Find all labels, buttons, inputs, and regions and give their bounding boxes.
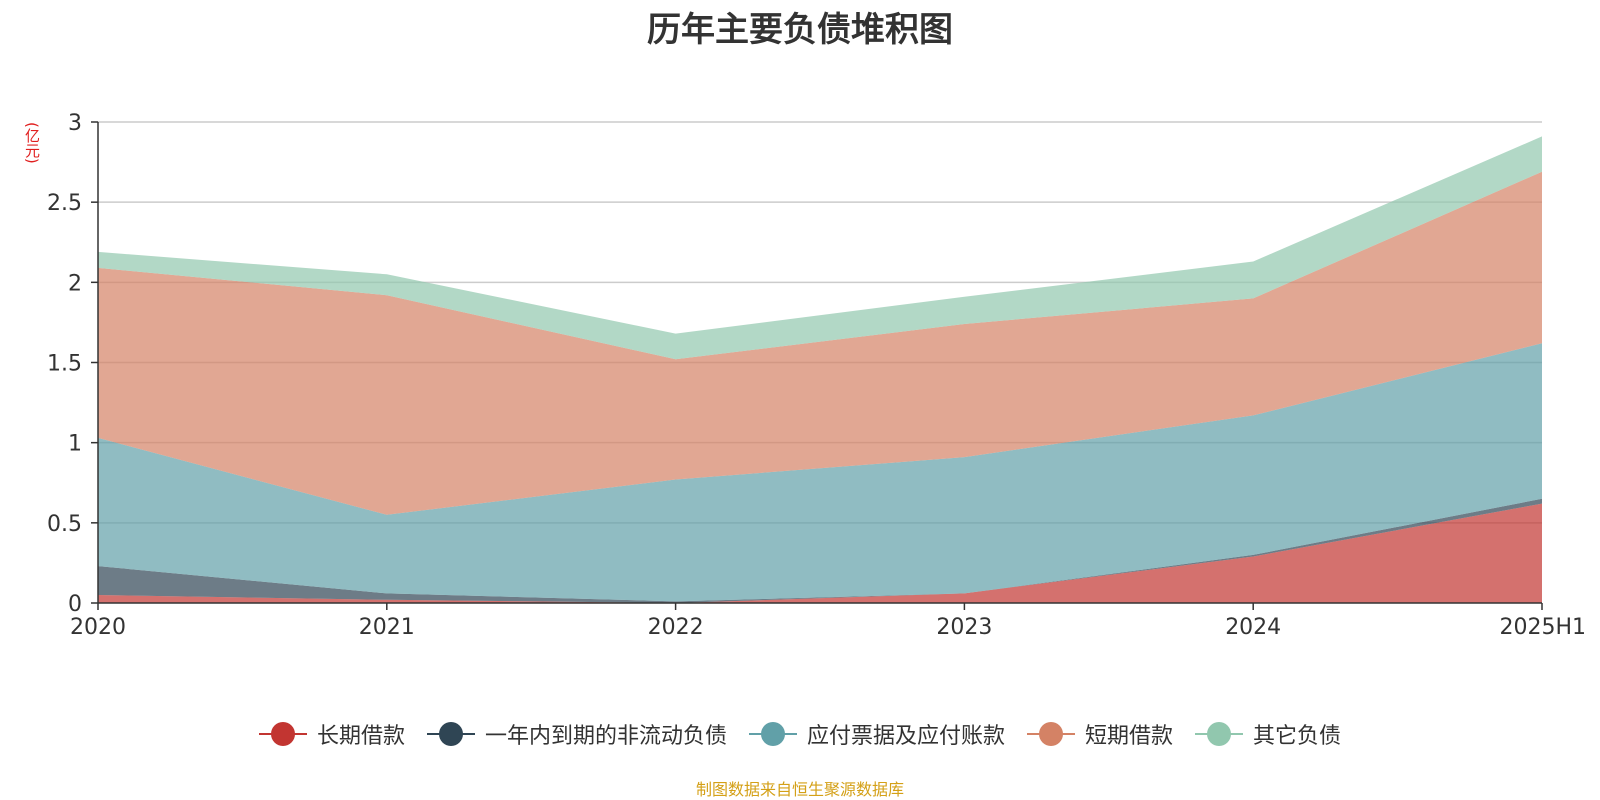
x-tick-label: 2025H1: [1499, 615, 1586, 640]
legend-label: 短期借款: [1085, 724, 1174, 749]
area-series: [98, 503, 1542, 603]
y-tick-label: 2: [68, 271, 82, 296]
legend-swatch-icon: [748, 722, 797, 746]
area-series: [98, 171, 1542, 515]
source-note: 制图数据来自恒生聚源数据库: [695, 780, 904, 799]
legend-label: 其它负债: [1253, 724, 1342, 749]
legend-item[interactable]: 长期借款: [258, 718, 405, 750]
legend-item[interactable]: 应付票据及应付账款: [748, 718, 1005, 750]
legend-label: 长期借款: [316, 724, 405, 749]
x-tick-label: 2021: [359, 615, 415, 640]
axes: [91, 121, 1543, 610]
x-tick-label: 2024: [1225, 615, 1281, 640]
area-series: [98, 136, 1542, 603]
x-tick-label: 2020: [70, 615, 126, 640]
chart-title: 历年主要负债堆积图: [647, 10, 953, 50]
legend-swatch-icon: [426, 722, 475, 746]
y-axis-unit-label: (亿元): [23, 122, 41, 164]
y-tick-label: 1.5: [47, 352, 82, 377]
y-tick-label: 2.5: [47, 191, 82, 216]
legend-item[interactable]: 短期借款: [1027, 718, 1173, 750]
legend: 长期借款 一年内到期的非流动负债 应付票据及应付账款 短期借款 其它负债: [0, 718, 1600, 750]
legend-swatch-icon: [1195, 722, 1244, 746]
legend-label: 应付票据及应付账款: [806, 724, 1005, 749]
y-tick-label: 0.5: [47, 512, 82, 537]
legend-swatch-icon: [258, 722, 307, 746]
x-tick-label: 2022: [648, 615, 704, 640]
legend-swatch-icon: [1027, 722, 1075, 746]
y-tick-label: 0: [68, 592, 82, 617]
legend-item[interactable]: 其它负债: [1195, 718, 1341, 750]
area-series: [98, 343, 1542, 602]
y-tick-label: 3: [68, 111, 82, 136]
x-tick-label: 2023: [936, 615, 992, 640]
legend-label: 一年内到期的非流动负债: [484, 724, 727, 749]
area-series: [98, 498, 1542, 603]
legend-item[interactable]: 一年内到期的非流动负债: [426, 718, 727, 750]
tick-labels: 0 0.5 1 1.5 2 2.5 3 2020 2021 2022 2023 2024 2025H1: [47, 111, 1586, 640]
y-tick-label: 1: [68, 432, 82, 457]
area-series: [98, 136, 1542, 360]
